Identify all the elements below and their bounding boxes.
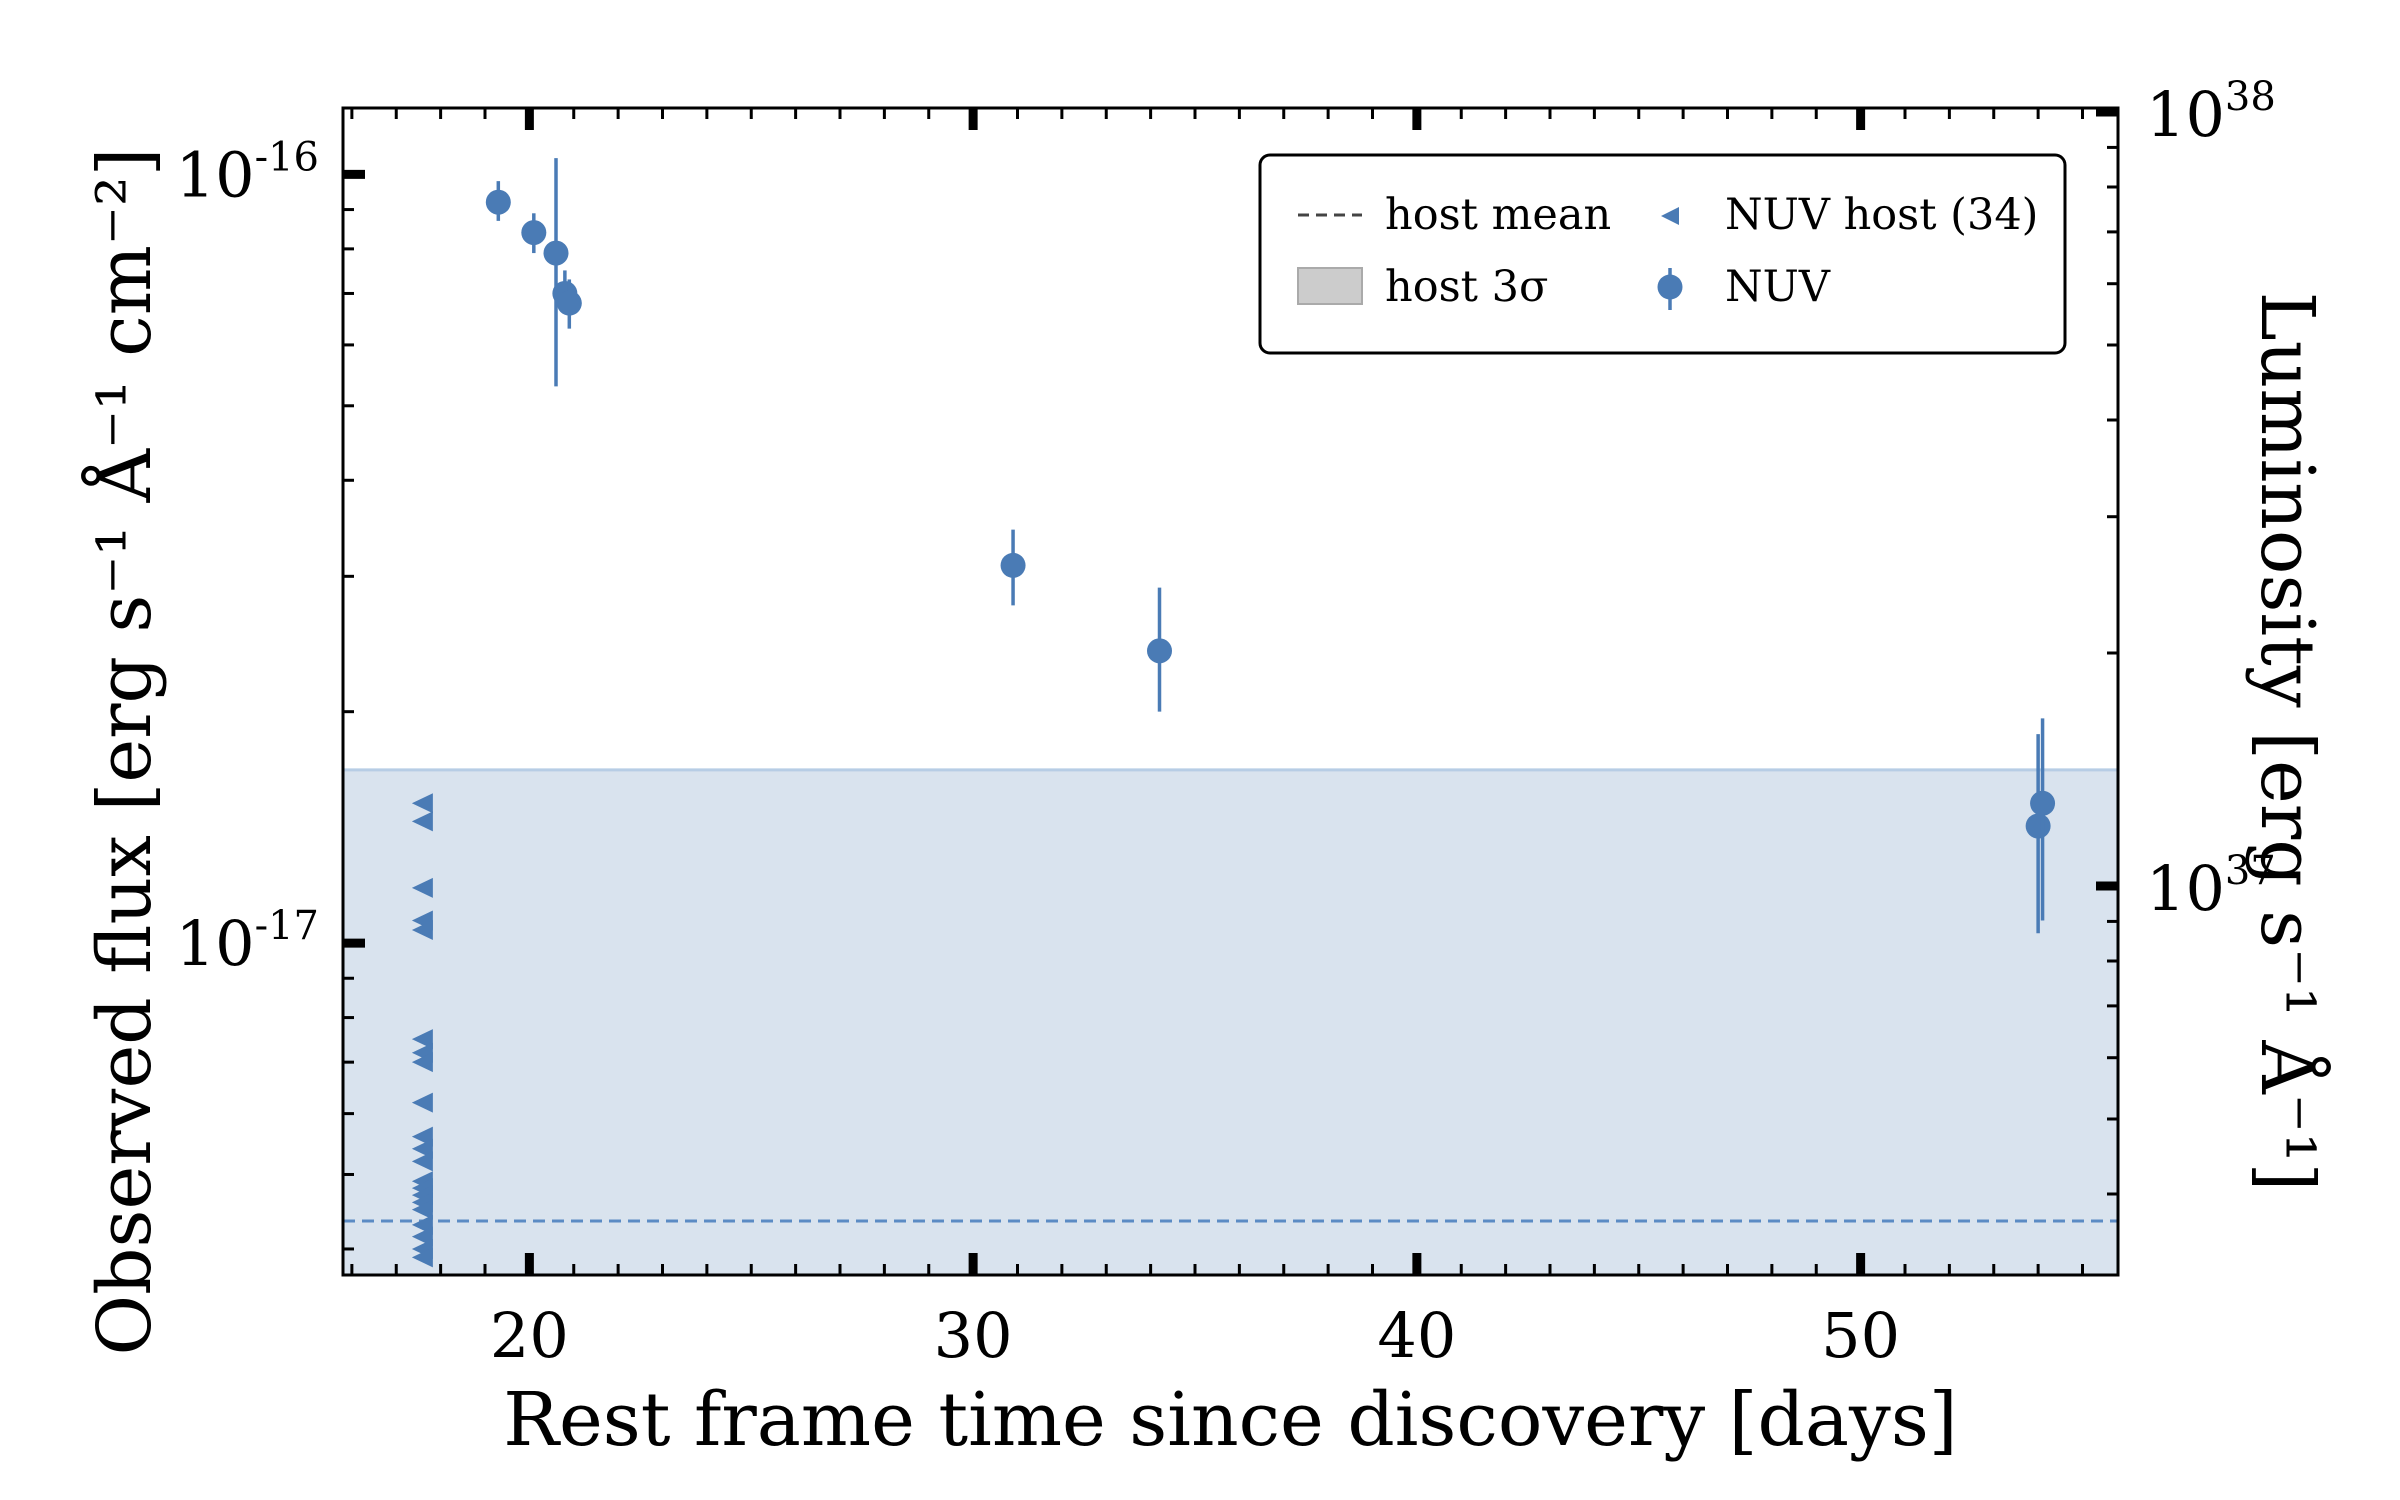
- legend: host mean NUV host (34) host 3σ NUV: [1258, 153, 2067, 355]
- nuv-host-marker-7: [411, 1052, 433, 1073]
- host-3sigma-band: [343, 769, 2118, 1275]
- legend-host-3sigma-swatch: [1297, 267, 1363, 305]
- y-right-tick-label-exponent: 37: [2225, 848, 2276, 894]
- y-tick-label-exponent: -17: [255, 903, 319, 949]
- x-tick-label: 50: [1821, 1299, 1900, 1372]
- legend-nuv-swatch: [1657, 274, 1683, 300]
- x-tick-label: 30: [934, 1299, 1013, 1372]
- x-axis-title: Rest frame time since discovery [days]: [503, 1377, 1957, 1463]
- y-tick-label-base: 10: [176, 138, 255, 211]
- axis-ticks: [343, 107, 2118, 1275]
- axes-border: [341, 106, 2120, 1277]
- y-right-tick-label-base: 10: [2146, 852, 2225, 925]
- nuv-point-5: [1000, 552, 1026, 578]
- axes-frame: [341, 106, 2120, 1277]
- nuv-host-marker-11: [411, 1151, 433, 1172]
- y-right-tick-label-exponent: 38: [2225, 74, 2276, 120]
- y-tick-label-exponent: -16: [255, 134, 319, 180]
- nuv-point-8: [2030, 790, 2056, 816]
- y-tick-label: 10-17: [176, 903, 319, 980]
- y-right-tick-label: 1037: [2146, 848, 2276, 925]
- nuv-point-0: [485, 189, 511, 215]
- x-tick-label: 20: [490, 1299, 569, 1372]
- nuv-host-marker-4: [411, 919, 433, 940]
- legend-nuv-label: NUV: [1725, 262, 1831, 312]
- nuv-host-marker-16: [411, 1199, 433, 1220]
- x-tick-label: 40: [1377, 1299, 1456, 1372]
- nuv-host-marker-10: [411, 1138, 433, 1159]
- y-axis-title: Observed flux [erg s⁻¹ Å⁻¹ cm⁻²]: [80, 148, 168, 1356]
- y-right-axis-title: Luminosity [erg s⁻¹ Å⁻¹]: [2244, 292, 2332, 1192]
- plot-area: [343, 158, 2118, 1275]
- nuv-point-4: [556, 290, 582, 316]
- y-tick-label: 10-16: [176, 134, 319, 211]
- nuv-host-marker-1: [411, 811, 433, 832]
- nuv-point-6: [1147, 638, 1172, 664]
- y-tick-label-base: 10: [176, 907, 255, 980]
- nuv-point-2: [543, 240, 569, 266]
- legend-nuv-host-swatch: [1661, 207, 1679, 225]
- y-right-tick-label: 1038: [2146, 74, 2276, 151]
- nuv-point-7: [2025, 813, 2051, 839]
- y-right-tick-label-base: 10: [2146, 78, 2225, 151]
- nuv-host-marker-5: [411, 1029, 433, 1050]
- nuv-host-marker-0: [411, 793, 433, 814]
- nuv-host-marker-2: [411, 877, 433, 898]
- nuv-host-marker-20: [411, 1247, 433, 1268]
- legend-host-mean-label: host mean: [1385, 190, 1611, 240]
- nuv-host-marker-8: [411, 1092, 433, 1113]
- legend-nuv-host-label: NUV host (34): [1725, 190, 2038, 240]
- nuv-point-1: [521, 220, 547, 246]
- legend-host-3sigma-label: host 3σ: [1385, 262, 1548, 312]
- legend-box: [1258, 153, 2067, 355]
